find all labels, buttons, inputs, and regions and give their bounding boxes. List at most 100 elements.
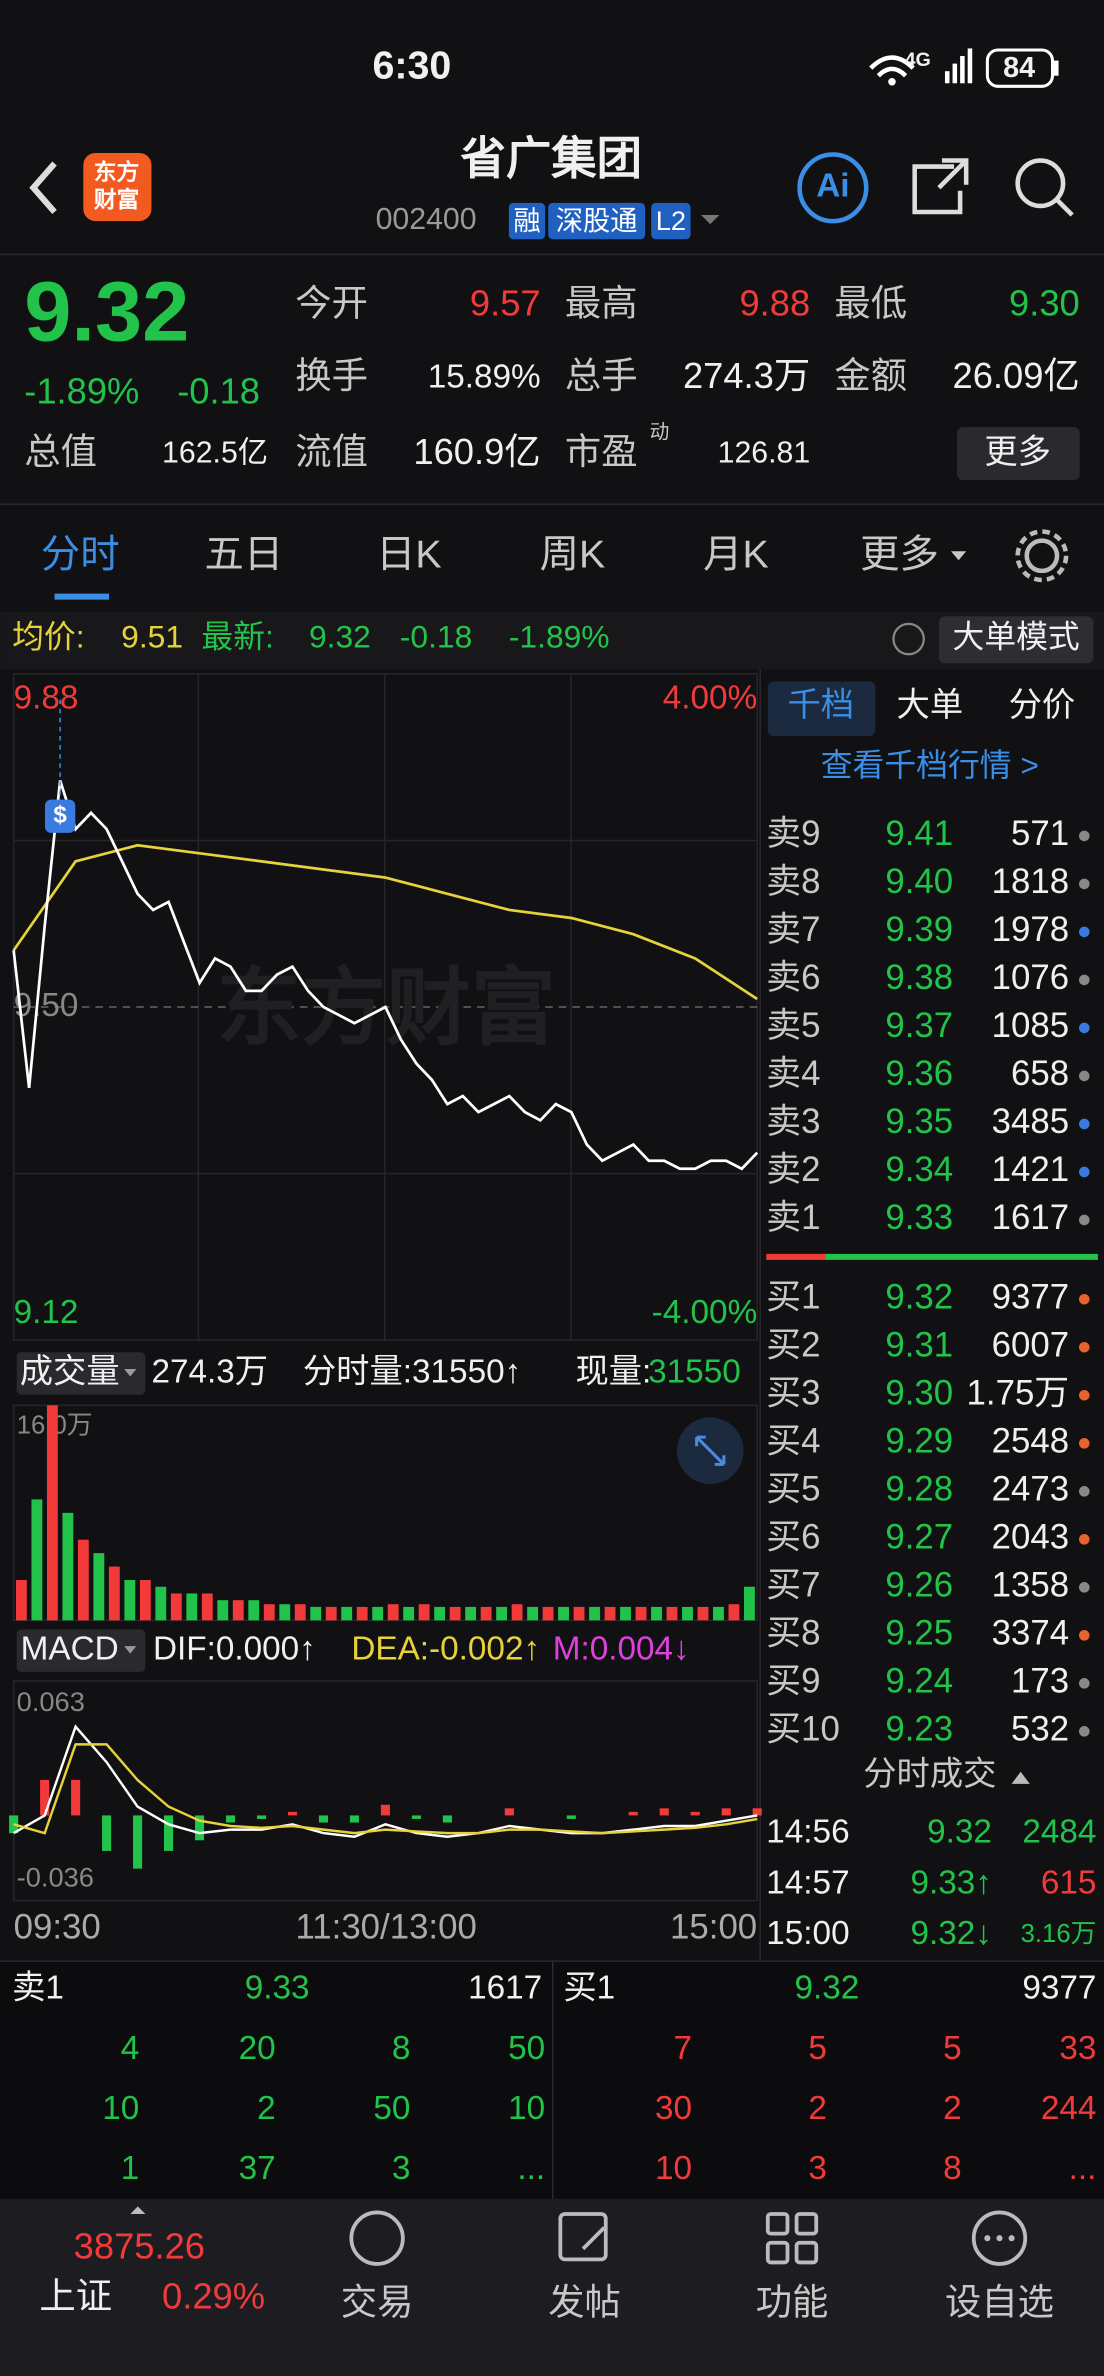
book-price: 9.26	[885, 1566, 953, 1605]
book-price: 9.24	[885, 1662, 953, 1701]
dea-label: DEA:-0.002↑	[351, 1630, 540, 1667]
index-name: 上证	[39, 2275, 112, 2316]
book-volume: 1.75万	[967, 1374, 1070, 1413]
volume-bar	[573, 1606, 585, 1621]
book-volume: 6007	[992, 1326, 1069, 1365]
nav-icons	[349, 2210, 1028, 2266]
volume-bar	[558, 1606, 569, 1621]
queue-cell: 5	[808, 2030, 827, 2067]
book-price: 9.37	[885, 1006, 953, 1045]
book-volume: 173	[1011, 1662, 1069, 1701]
tab[interactable]: 日K	[376, 533, 442, 577]
share-button[interactable]	[912, 158, 969, 215]
nav-item[interactable]: 功能	[756, 2281, 829, 2322]
queue-cell: 20	[239, 2030, 276, 2067]
macd-bar	[690, 1811, 700, 1816]
trade-price: 9.32	[927, 1814, 992, 1851]
search-button[interactable]	[1015, 158, 1066, 209]
volume-bar	[604, 1606, 616, 1621]
queue-cell: 3	[808, 2150, 827, 2187]
field-label: 总手	[565, 355, 638, 396]
macd-selector[interactable]	[16, 1629, 146, 1672]
book-dot	[1078, 1022, 1090, 1034]
trade-volume: 2484	[1022, 1814, 1096, 1851]
book-volume: 2473	[992, 1470, 1069, 1509]
book-link[interactable]: 查看千档行情 >	[821, 747, 1039, 783]
macd-bar	[659, 1808, 669, 1816]
index-change: 0.29%	[162, 2275, 265, 2316]
macd-bar	[194, 1815, 205, 1841]
volume-selector[interactable]	[16, 1352, 146, 1395]
book-label: 卖3	[766, 1102, 820, 1141]
tab[interactable]: 五日	[204, 533, 283, 577]
macd-bar	[256, 1815, 267, 1819]
field-value: 162.5亿	[162, 435, 268, 469]
volume-bar	[434, 1606, 446, 1621]
book-price: 9.30	[885, 1374, 953, 1413]
volume-bar	[201, 1593, 213, 1621]
back-button[interactable]	[29, 161, 57, 215]
tab[interactable]: 周K	[540, 533, 606, 577]
queue-cell: 2	[257, 2090, 276, 2127]
sort-arrow	[1011, 1771, 1030, 1784]
volume-bar	[620, 1606, 631, 1621]
volume-bar	[62, 1512, 74, 1621]
macd-bar	[102, 1815, 112, 1851]
book-label: 卖2	[766, 1150, 820, 1189]
queue-cell: 37	[239, 2150, 276, 2187]
book-tab[interactable]: 分价	[1009, 687, 1076, 724]
book-price: 9.28	[885, 1470, 953, 1509]
volume-bar	[527, 1606, 539, 1621]
volume-bar	[682, 1606, 693, 1621]
queue-cell: ...	[1069, 2150, 1097, 2187]
field-value: 15.89%	[428, 358, 541, 395]
nav-item[interactable]: 交易	[341, 2281, 414, 2322]
x-tick-label: 09:30	[14, 1907, 101, 1946]
book-label: 买6	[766, 1518, 820, 1557]
book-dot	[1078, 878, 1090, 890]
volume-bar	[232, 1600, 244, 1621]
volume-bar	[294, 1604, 306, 1621]
minute-volume: 分时量:31550↑	[303, 1353, 521, 1390]
book-dot	[1078, 1118, 1090, 1130]
tab[interactable]: 更多	[860, 533, 939, 577]
book-dot	[1078, 1438, 1090, 1449]
tab[interactable]: 月K	[703, 533, 769, 577]
book-tab[interactable]: 大单	[897, 687, 964, 724]
battery-icon	[1054, 60, 1059, 76]
macd-bar	[752, 1808, 762, 1816]
book-tab[interactable]: 千档	[787, 687, 854, 724]
nav-item[interactable]: 设自选	[945, 2281, 1054, 2322]
settings-button[interactable]	[1024, 538, 1060, 574]
queue-price: 9.32	[794, 1970, 859, 2007]
more-button[interactable]	[957, 427, 1080, 481]
tab[interactable]: 分时	[41, 533, 120, 577]
ai-button[interactable]	[797, 152, 869, 224]
volume-bar	[356, 1606, 368, 1621]
x-tick-label: 11:30/13:00	[296, 1907, 477, 1946]
change-pct: -1.89%	[24, 370, 139, 411]
book-dot	[1078, 1630, 1090, 1641]
volume-bar	[744, 1586, 755, 1621]
trade-price: 9.32↓	[910, 1915, 991, 1952]
book-label: 买3	[766, 1374, 820, 1413]
badge-label: 融	[513, 205, 540, 236]
book-label: 买2	[766, 1326, 820, 1365]
field-label: 总值	[24, 431, 97, 472]
macd-bar	[628, 1811, 638, 1816]
macd-bar	[566, 1815, 576, 1819]
field-label: 金额	[834, 355, 907, 396]
stock-code: 002400	[376, 203, 477, 236]
queue-cell: 5	[943, 2030, 962, 2067]
volume-bar	[635, 1606, 647, 1621]
nav-item[interactable]: 发帖	[548, 2281, 621, 2322]
book-price: 9.25	[885, 1614, 953, 1653]
help-icon[interactable]	[892, 622, 925, 656]
book-price: 9.31	[885, 1326, 953, 1365]
mode-button[interactable]	[938, 616, 1094, 664]
book-label: 卖1	[766, 1198, 820, 1237]
volume-bar	[666, 1606, 678, 1621]
logo-text: 东方	[94, 159, 139, 185]
book-volume: 1978	[992, 910, 1069, 949]
